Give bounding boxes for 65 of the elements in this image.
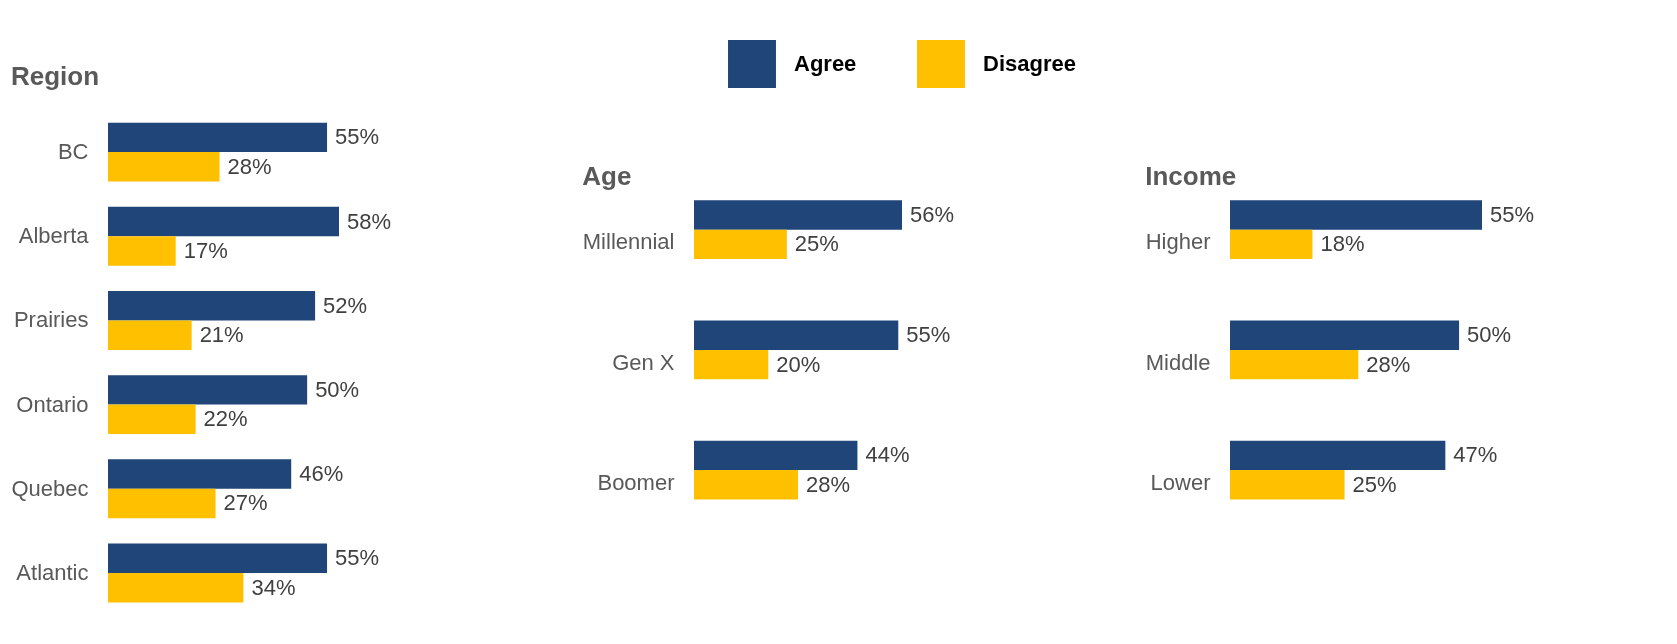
y-tick-label: Boomer [597,469,675,495]
bar [108,459,292,489]
data-label: 58% [347,208,392,234]
bar [1230,440,1446,471]
legend-label: Disagree [983,51,1076,77]
bar [1230,470,1345,500]
data-label: 47% [1453,442,1498,468]
bar [108,236,176,266]
bar [108,206,339,237]
chart-title: Income [1145,161,1237,191]
bar [108,572,244,603]
data-label: 18% [1320,231,1365,257]
y-tick-label: BC [57,139,89,165]
data-label: 21% [199,322,244,348]
bar [1230,320,1460,350]
bar [694,349,769,380]
bar [108,375,308,405]
bar [694,229,787,260]
chart-title: Age [582,161,632,191]
data-label: 28% [806,471,851,497]
data-label: 44% [865,442,910,468]
data-label: 46% [299,461,344,487]
chart-title: Region [10,61,100,91]
bar [108,543,328,573]
y-tick-label: Alberta [18,223,90,249]
bar [108,488,216,519]
data-label: 50% [1467,322,1512,348]
bar [694,320,899,350]
legend-label: Agree [794,51,857,77]
data-label: 50% [315,376,360,402]
data-label: 25% [794,231,839,257]
data-label: 28% [1366,351,1411,377]
y-tick-label: Lower [1150,469,1211,495]
y-tick-label: Middle [1145,349,1211,375]
bar [108,122,328,153]
bar [694,470,798,500]
data-label: 17% [183,237,228,263]
bar [1230,200,1482,230]
bar [1230,229,1313,260]
bar [694,200,902,230]
bar [108,404,196,435]
data-label: 20% [776,351,821,377]
y-tick-label: Prairies [13,307,89,333]
data-label: 55% [335,545,380,571]
data-label: 34% [251,574,296,600]
y-tick-label: Ontario [16,391,89,417]
data-label: 28% [227,153,272,179]
data-label: 56% [910,201,955,227]
y-tick-label: Atlantic [16,559,89,585]
bar [108,290,316,321]
bar [694,440,858,471]
y-tick-label: Millennial [582,229,675,255]
bar [1230,349,1359,380]
data-label: 55% [906,322,951,348]
data-label: 55% [1490,201,1535,227]
bar [108,320,192,350]
data-label: 22% [203,406,248,432]
bar [108,152,220,182]
data-label: 52% [323,292,368,318]
data-label: 55% [335,124,380,150]
y-tick-label: Gen X [612,349,675,375]
data-label: 25% [1352,471,1397,497]
y-tick-label: Quebec [11,475,89,501]
data-label: 27% [223,490,268,516]
y-tick-label: Higher [1145,229,1211,255]
